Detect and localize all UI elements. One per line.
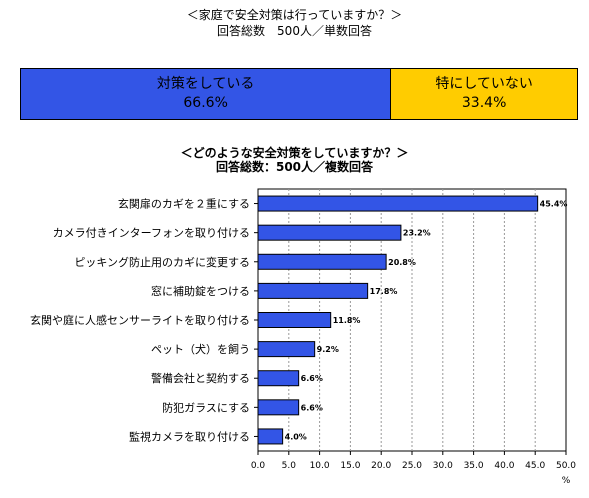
bar bbox=[257, 282, 369, 299]
bar-value-label: 17.8% bbox=[370, 287, 398, 296]
x-tick-label: 45.0 bbox=[525, 461, 545, 471]
stacked-bar: 対策をしている 66.6% 特にしていない 33.4% bbox=[20, 68, 578, 120]
bar-value-label: 9.2% bbox=[317, 345, 339, 354]
x-axis-unit: % bbox=[562, 476, 571, 486]
chart-title: ＜どのような安全対策をしていますか？＞ bbox=[180, 146, 409, 160]
category-label: 警備会社と契約する bbox=[151, 371, 250, 385]
x-tick-label: 50.0 bbox=[556, 461, 576, 471]
segment-label: 対策をしている bbox=[156, 76, 255, 92]
bar bbox=[257, 253, 387, 270]
segment-label: 特にしていない bbox=[435, 76, 533, 92]
category-label: 玄関扉のカギを２重にする bbox=[118, 197, 250, 211]
bar bbox=[257, 341, 316, 358]
x-tick-label: 30.0 bbox=[433, 461, 453, 471]
category-label: 玄関や庭に人感センサーライトを取り付ける bbox=[30, 313, 250, 327]
x-tick-label: 10.0 bbox=[310, 461, 330, 471]
bar-value-label: 11.8% bbox=[333, 316, 361, 325]
bar-value-label: 6.6% bbox=[301, 374, 323, 383]
x-tick-label: 35.0 bbox=[464, 461, 484, 471]
x-tick-label: 5.0 bbox=[282, 461, 297, 471]
bar-value-label: 45.4% bbox=[540, 200, 568, 209]
bar bbox=[257, 399, 300, 416]
category-label: カメラ付きインターフォンを取り付ける bbox=[53, 227, 250, 240]
bar bbox=[257, 370, 300, 387]
segment-has-measures: 対策をしている 66.6% bbox=[21, 69, 392, 119]
category-label: 監視カメラを取り付ける bbox=[129, 429, 250, 443]
x-tick-label: 40.0 bbox=[494, 461, 514, 471]
bar bbox=[257, 195, 539, 212]
bar bbox=[257, 224, 402, 241]
bar-value-label: 23.2% bbox=[403, 229, 431, 238]
x-tick-label: 25.0 bbox=[402, 461, 422, 471]
survey1-title: ＜家庭で安全対策は行っていますか？＞ bbox=[186, 8, 403, 22]
category-label: 防犯ガラスにする bbox=[162, 400, 250, 414]
x-tick-label: 15.0 bbox=[340, 461, 360, 471]
segment-value: 33.4% bbox=[461, 95, 507, 111]
survey1-subtitle: 回答総数 500人／単数回答 bbox=[217, 24, 372, 38]
bar bbox=[257, 428, 284, 445]
category-label: ピッキング防止用のカギに変更する bbox=[74, 255, 250, 269]
bar-value-label: 20.8% bbox=[388, 258, 416, 267]
segment-no-measures: 特にしていない 33.4% bbox=[391, 69, 577, 119]
bar-value-label: 4.0% bbox=[285, 432, 307, 441]
bar bbox=[257, 312, 332, 328]
bar-value-label: 6.6% bbox=[301, 403, 323, 412]
x-tick-label: 0.0 bbox=[251, 461, 266, 471]
chart-subtitle: 回答総数：500人／複数回答 bbox=[215, 160, 374, 174]
segment-value: 66.6% bbox=[183, 95, 228, 111]
x-tick-label: 20.0 bbox=[371, 461, 391, 471]
category-label: 窓に補助錠をつける bbox=[151, 284, 250, 298]
category-label: ペット（犬）を飼う bbox=[151, 342, 250, 356]
